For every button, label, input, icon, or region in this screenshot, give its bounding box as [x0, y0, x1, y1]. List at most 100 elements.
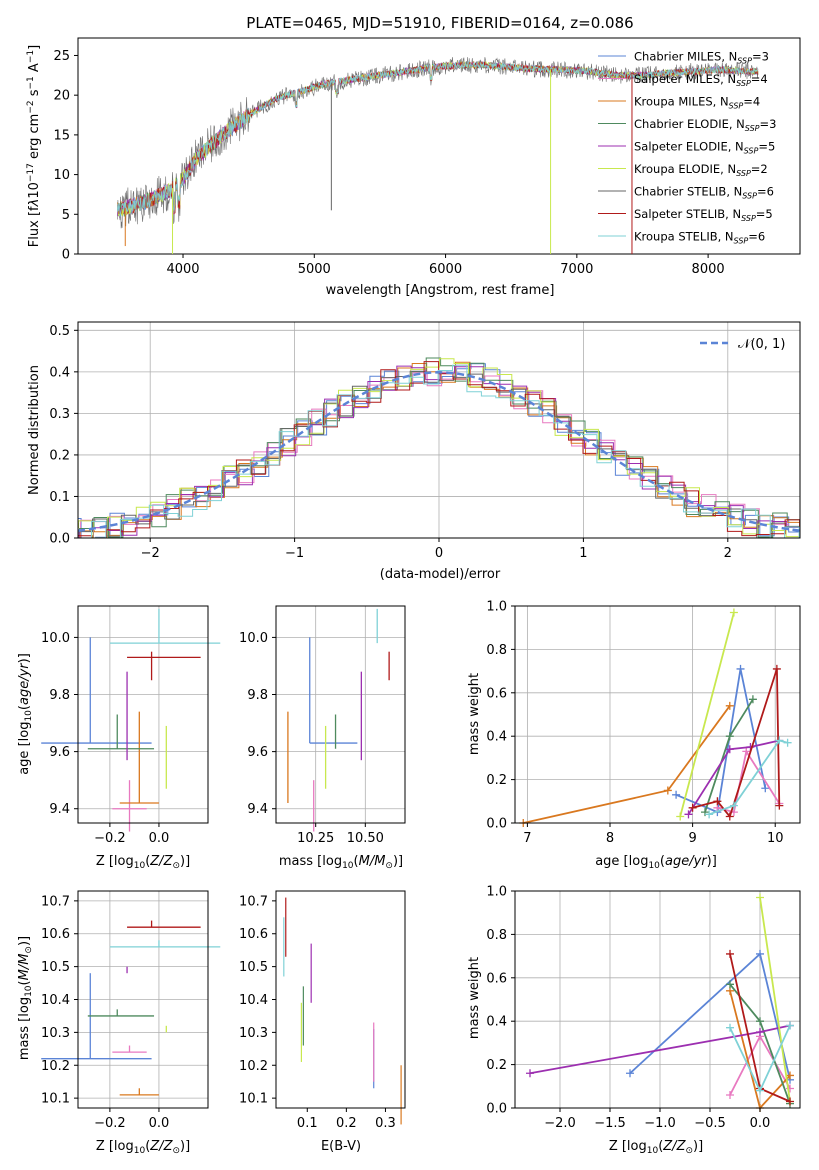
weight-marker	[726, 980, 734, 989]
xtick-label: −2.0	[544, 1116, 576, 1131]
xtick-label: −0.2	[94, 1116, 126, 1131]
ytick-label: 9.8	[49, 688, 70, 703]
xtick-label: 10	[767, 831, 784, 846]
panel-frame	[77, 605, 209, 824]
ytick-label: 10.2	[41, 1059, 70, 1074]
xtick-label: 7	[523, 831, 531, 846]
xtick-label: 10.50	[347, 831, 384, 846]
xtick-label: 0.3	[375, 1116, 396, 1131]
spectrum-xlabel: wavelength [Angstrom, rest frame]	[326, 283, 555, 298]
weight-marker	[705, 810, 714, 819]
weight-marker	[775, 801, 784, 810]
residual-xtick-label: 2	[724, 546, 732, 561]
weight-Z-ylabel: mass weight	[467, 957, 482, 1039]
weight-marker	[736, 664, 745, 673]
weight-line	[675, 668, 767, 814]
weight-marker	[725, 745, 734, 754]
xtick-label: −1.0	[644, 1116, 676, 1131]
ytick-label: 10.1	[239, 1092, 268, 1107]
residual-panel: −2 −1 0 1 2 0.0 0.1 0.2 0.3 0.4 0.5 𝒩(0, 1) (data-…	[27, 321, 801, 582]
residual-xtick-label: 1	[579, 546, 587, 561]
weight-marker	[756, 1028, 764, 1037]
weight-marker	[626, 1069, 634, 1078]
xtick-label: 0.1	[297, 1116, 318, 1131]
panel-frame	[514, 605, 801, 824]
ytick-label: 10.0	[239, 631, 268, 646]
weight-marker	[748, 695, 757, 704]
panel-frame	[275, 890, 406, 1109]
residual-ylabel: Normed distribution	[27, 365, 42, 495]
ytick-label: 10.0	[41, 631, 70, 646]
xtick-label: 0.0	[149, 831, 170, 846]
residual-legend: 𝒩(0, 1)	[700, 337, 785, 352]
ytick-label: 0.0	[486, 1102, 507, 1117]
residual-histogram	[78, 358, 800, 539]
ytick-label: 10.5	[41, 960, 70, 975]
spectrum-legend-label: Kroupa MILES, NSSP=4	[634, 95, 760, 111]
spectrum-legend-label: Chabrier ELODIE, NSSP=3	[634, 117, 776, 133]
weight-marker	[725, 732, 734, 741]
ytick-label: 0.6	[486, 686, 507, 701]
ytick-label: 9.4	[247, 802, 268, 817]
ytick-label: 9.6	[49, 745, 70, 760]
spectrum-xtick-label: 4000	[166, 262, 199, 277]
ytick-label: 10.7	[41, 894, 70, 909]
weight-marker	[783, 738, 792, 747]
weight-marker	[726, 949, 734, 958]
spectrum-series-line	[117, 60, 759, 217]
ytick-label: 0.4	[486, 730, 507, 745]
weight-marker	[729, 608, 738, 617]
residual-xtick-label: −1	[285, 546, 304, 561]
weight-marker	[742, 747, 751, 756]
weight-marker	[786, 1097, 794, 1106]
spectrum-ytick-label: 0	[62, 248, 70, 263]
residual-histogram	[78, 357, 800, 538]
ytick-label: 10.2	[239, 1059, 268, 1074]
spectrum-xtick-label: 8000	[692, 262, 725, 277]
panel-weight-vs-age: 7 8 9 10 0.0 0.2 0.4 0.6 0.8 1.0	[486, 600, 801, 846]
mass-ebv-xlabel: E(B-V)	[321, 1139, 361, 1154]
panel-frame	[514, 890, 801, 1109]
ytick-label: 10.6	[239, 927, 268, 942]
weight-marker	[684, 810, 693, 819]
residual-xtick-label: 0	[435, 546, 443, 561]
ytick-label: 10.4	[41, 993, 70, 1008]
weight-marker	[775, 736, 784, 745]
ytick-label: 9.4	[49, 802, 70, 817]
weight-marker	[725, 812, 734, 821]
ytick-label: 9.8	[247, 688, 268, 703]
spectrum-legend-label: Chabrier MILES, NSSP=3	[634, 50, 769, 66]
xtick-label: −1.5	[594, 1116, 626, 1131]
weight-marker	[688, 803, 697, 812]
ytick-label: 0.0	[486, 817, 507, 832]
spectrum-title: PLATE=0465, MJD=51910, FIBERID=0164, z=0…	[246, 14, 633, 32]
panel-age-vs-mass: 10.25 10.50 9.4 9.6 9.8 10.0	[239, 605, 406, 846]
ytick-label: 0.8	[486, 928, 507, 943]
residual-ytick-label: 0.3	[49, 407, 70, 422]
spectrum-legend: Chabrier MILES, NSSP=3 Salpeter MILES, NS…	[598, 50, 776, 246]
spectrum-ytick-label: 10	[53, 168, 70, 183]
spectrum-xtick-label: 5000	[298, 262, 331, 277]
weight-line	[759, 897, 791, 1102]
ytick-label: 10.1	[41, 1092, 70, 1107]
ytick-label: 1.0	[486, 600, 507, 615]
residual-ytick-label: 0.1	[49, 490, 70, 505]
spectrum-legend-label: Kroupa ELODIE, NSSP=2	[634, 162, 768, 178]
weight-age-ylabel: mass weight	[467, 673, 482, 755]
ytick-label: 10.7	[239, 894, 268, 909]
xtick-label: 0.0	[149, 1116, 170, 1131]
ytick-label: 9.6	[247, 745, 268, 760]
xtick-label: 9	[688, 831, 696, 846]
ytick-label: 0.8	[486, 643, 507, 658]
weight-marker	[676, 812, 685, 821]
residual-xlabel: (data-model)/error	[380, 567, 501, 582]
age-Z-xlabel: Z [log10(Z/Z⊙)]	[96, 854, 190, 871]
spectrum-ytick-label: 5	[62, 208, 70, 223]
ytick-label: 0.2	[486, 773, 507, 788]
weight-marker	[526, 1069, 534, 1078]
age-Z-ylabel: age [log10(age/yr)]	[17, 653, 34, 775]
residual-ytick-label: 0.0	[49, 532, 70, 547]
weight-marker	[761, 784, 770, 793]
residual-ytick-label: 0.5	[49, 324, 70, 339]
residual-xtick-label: −2	[141, 546, 160, 561]
